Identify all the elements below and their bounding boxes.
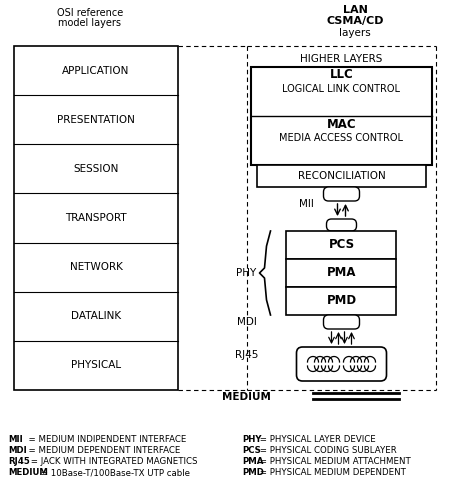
Text: PHYSICAL: PHYSICAL xyxy=(71,360,121,370)
Text: RJ45: RJ45 xyxy=(8,457,30,466)
Text: CSMA/CD: CSMA/CD xyxy=(326,16,384,26)
Text: = PHYSICAL MEDIUM ATTACHMENT: = PHYSICAL MEDIUM ATTACHMENT xyxy=(257,457,411,466)
Text: PMD: PMD xyxy=(327,295,356,308)
Text: MEDIUM: MEDIUM xyxy=(222,392,271,402)
Text: SESSION: SESSION xyxy=(73,164,118,174)
Text: PHY: PHY xyxy=(237,268,256,278)
Text: PCS: PCS xyxy=(242,446,261,455)
Text: = PHYSICAL MEDIUM DEPENDENT: = PHYSICAL MEDIUM DEPENDENT xyxy=(257,468,406,477)
Text: MAC: MAC xyxy=(327,117,356,131)
Text: LLC: LLC xyxy=(329,69,354,82)
Text: PMA: PMA xyxy=(242,457,264,466)
Text: = MEDIUM INDIPENDENT INTERFACE: = MEDIUM INDIPENDENT INTERFACE xyxy=(23,435,186,444)
Text: HIGHER LAYERS: HIGHER LAYERS xyxy=(301,54,383,64)
Text: layers: layers xyxy=(339,28,371,38)
Text: = PHYSICAL LAYER DEVICE: = PHYSICAL LAYER DEVICE xyxy=(257,435,376,444)
FancyBboxPatch shape xyxy=(323,315,359,329)
Text: PMA: PMA xyxy=(327,266,356,279)
Text: PCS: PCS xyxy=(328,239,355,251)
Text: NETWORK: NETWORK xyxy=(70,262,122,272)
Text: PRESENTATION: PRESENTATION xyxy=(57,115,135,125)
Text: MEDIA ACCESS CONTROL: MEDIA ACCESS CONTROL xyxy=(280,133,403,143)
Text: APPLICATION: APPLICATION xyxy=(62,66,130,76)
Text: MDI: MDI xyxy=(237,317,256,327)
Text: LAN: LAN xyxy=(343,5,367,15)
FancyBboxPatch shape xyxy=(323,187,359,201)
Text: PMD: PMD xyxy=(242,468,264,477)
Bar xyxy=(257,165,426,187)
Text: MEDIUM: MEDIUM xyxy=(8,468,48,477)
Bar xyxy=(251,67,432,165)
Bar xyxy=(286,231,396,259)
Bar xyxy=(286,259,396,287)
Text: RJ45: RJ45 xyxy=(235,350,258,360)
Text: MII: MII xyxy=(8,435,23,444)
Text: PHY: PHY xyxy=(242,435,262,444)
Text: = 10Base-T/100Base-TX UTP cable: = 10Base-T/100Base-TX UTP cable xyxy=(38,468,190,477)
Text: DATALINK: DATALINK xyxy=(71,311,121,321)
Bar xyxy=(286,287,396,315)
Text: MDI: MDI xyxy=(8,446,27,455)
Text: TRANSPORT: TRANSPORT xyxy=(65,213,127,223)
Text: model layers: model layers xyxy=(58,18,121,28)
Text: RECONCILIATION: RECONCILIATION xyxy=(298,171,385,181)
FancyBboxPatch shape xyxy=(327,219,356,231)
Text: OSI reference: OSI reference xyxy=(57,8,123,18)
Text: LOGICAL LINK CONTROL: LOGICAL LINK CONTROL xyxy=(283,84,401,94)
Text: MII: MII xyxy=(299,199,313,209)
Text: = PHYSICAL CODING SUBLAYER: = PHYSICAL CODING SUBLAYER xyxy=(257,446,397,455)
Bar xyxy=(14,46,178,390)
Text: = MEDIUM DEPENDENT INTERFACE: = MEDIUM DEPENDENT INTERFACE xyxy=(23,446,181,455)
Text: = JACK WITH INTEGRATED MAGNETICS: = JACK WITH INTEGRATED MAGNETICS xyxy=(28,457,198,466)
FancyBboxPatch shape xyxy=(297,347,386,381)
